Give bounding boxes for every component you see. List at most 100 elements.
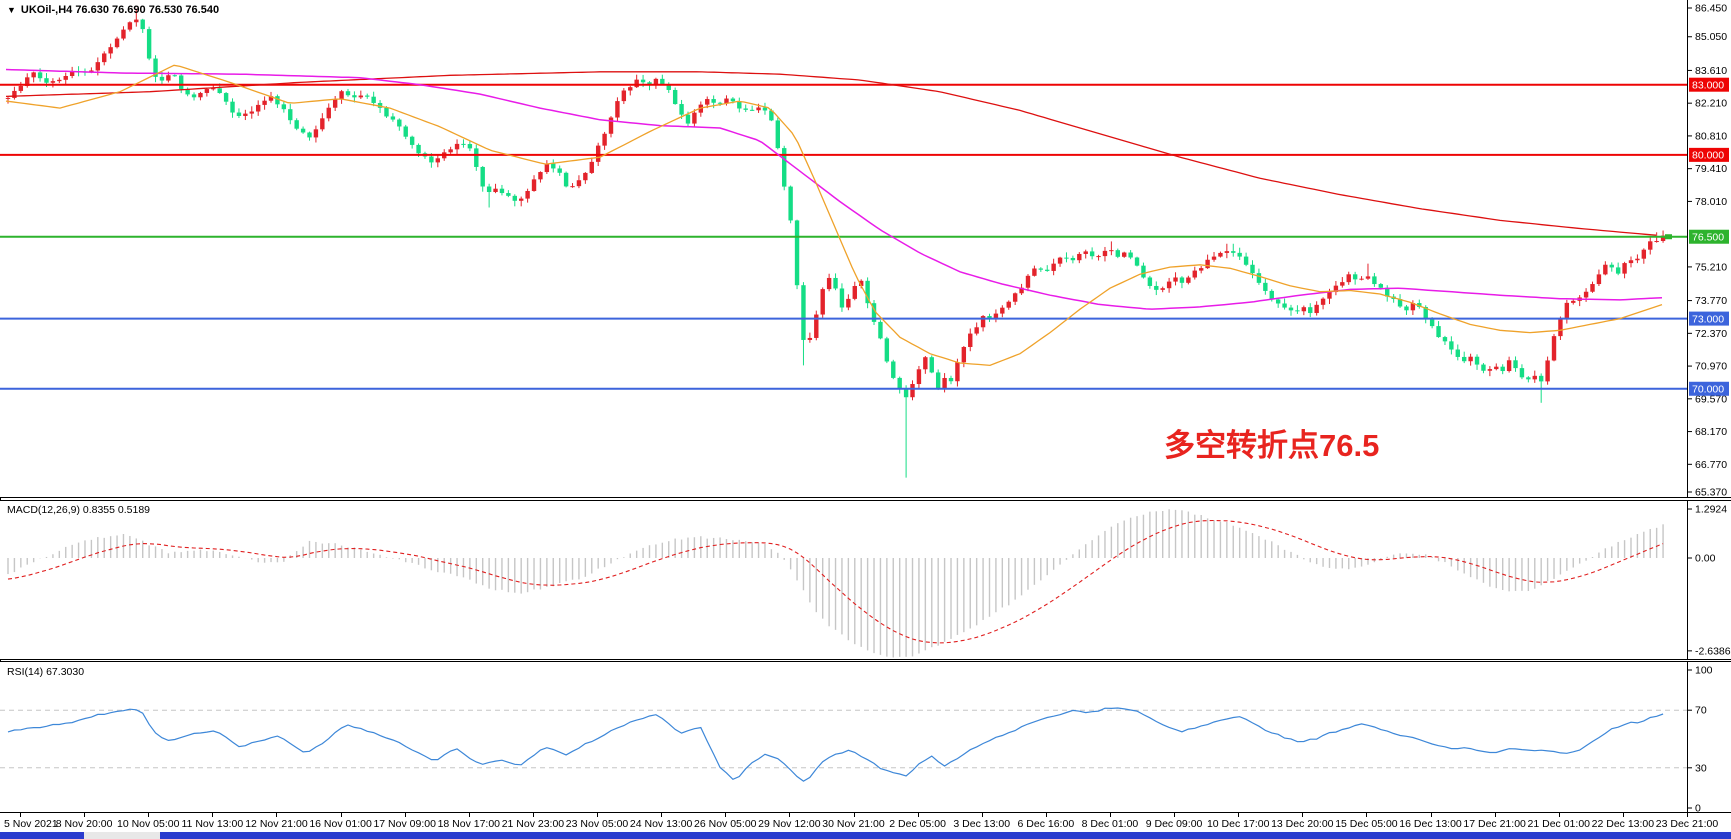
rsi-chart[interactable]: 100 70 30 0	[0, 662, 1731, 812]
candle	[1179, 277, 1185, 283]
candle	[223, 93, 229, 102]
candle	[884, 338, 890, 362]
candle	[858, 280, 864, 287]
candle	[25, 77, 30, 87]
candle	[993, 313, 999, 319]
candle	[467, 144, 473, 149]
candle	[1404, 306, 1409, 311]
candle	[1526, 377, 1531, 380]
candle	[910, 384, 915, 398]
time-axis-tick	[404, 813, 406, 817]
price-chart-panel[interactable]: 86.450 85.050 83.610 82.210 80.810 79.410 78.0…	[0, 0, 1731, 498]
candle	[1224, 251, 1230, 253]
candle	[358, 95, 364, 98]
candle	[852, 286, 857, 299]
candle	[711, 99, 716, 103]
candle	[1506, 360, 1512, 372]
candle	[1205, 259, 1210, 269]
candle	[968, 333, 973, 347]
candle	[1147, 277, 1153, 286]
candle	[1500, 366, 1505, 372]
candle	[300, 128, 306, 133]
macd-label: MACD(12,26,9) 0.8355 0.5189	[7, 504, 151, 516]
candle	[1198, 268, 1204, 271]
price-axis-label: 85.050	[1695, 31, 1727, 43]
candle	[1083, 251, 1088, 254]
macd-indicator-panel[interactable]: MACD(12,26,9) 0.8355 0.5189 1.2924 0.00 -2…	[0, 500, 1731, 660]
candle	[942, 377, 947, 389]
candle	[480, 166, 485, 187]
candle	[1089, 251, 1095, 257]
candle	[724, 98, 729, 104]
time-axis-tick	[853, 813, 855, 817]
candle	[1365, 276, 1371, 279]
time-axis-label: 30 Nov 21:00	[822, 818, 885, 830]
candle	[371, 96, 376, 103]
candle	[1609, 264, 1614, 268]
price-axis-label: 86.450	[1695, 3, 1727, 15]
candle	[1571, 300, 1576, 303]
candle	[172, 75, 177, 77]
bottom-scrollbar[interactable]	[0, 832, 1731, 839]
candle	[1590, 284, 1595, 292]
candle	[1628, 260, 1634, 264]
candle	[1449, 341, 1454, 350]
mid-ma-magenta	[5, 68, 1663, 310]
candle	[544, 163, 550, 173]
candle	[1269, 290, 1274, 300]
candle	[1635, 258, 1640, 261]
rsi-indicator-panel[interactable]: RSI(14) 67.3030 100 70 30 0	[0, 661, 1731, 813]
chart-title: ▼ UKOil-,H4 76.630 76.690 76.530 76.540	[7, 4, 219, 16]
candle	[974, 327, 979, 334]
time-axis-tick	[597, 813, 599, 817]
candle	[1256, 273, 1262, 283]
price-level-badge	[1689, 229, 1729, 244]
candle	[1051, 263, 1056, 271]
macd-chart[interactable]: 1.2924 0.00 -2.6386	[0, 501, 1731, 659]
candle	[332, 99, 338, 108]
time-axis-label: 23 Nov 05:00	[565, 818, 629, 830]
time-axis-label: 18 Nov 17:00	[437, 818, 501, 830]
candle	[448, 149, 453, 153]
symbol-dropdown-icon[interactable]: ▼	[7, 5, 16, 15]
candle	[1301, 307, 1307, 312]
candle	[980, 316, 986, 328]
candle	[365, 95, 370, 97]
candle	[814, 314, 819, 338]
candle	[878, 321, 883, 339]
candle	[1019, 287, 1024, 294]
candle	[185, 88, 190, 95]
candle	[891, 361, 896, 378]
candle	[1333, 285, 1339, 293]
candle	[987, 316, 992, 319]
candle	[134, 19, 139, 23]
candle	[31, 72, 36, 78]
candle	[454, 143, 460, 150]
candle	[640, 79, 646, 83]
candle	[1308, 307, 1313, 314]
candle	[1487, 369, 1493, 371]
candle	[1154, 285, 1159, 290]
candle	[390, 116, 396, 120]
candle	[756, 107, 761, 111]
time-axis-label: 5 Nov 2021	[4, 818, 58, 830]
candle	[1128, 252, 1133, 258]
time-axis-label: 8 Dec 01:00	[1081, 818, 1139, 830]
candle	[1436, 326, 1441, 338]
candle	[50, 81, 56, 83]
candle	[262, 100, 267, 105]
time-axis[interactable]: 5 Nov 2021 8 Nov 20:00 10 Nov 05:00 11 Nov …	[0, 813, 1731, 832]
candle	[794, 220, 800, 286]
candle	[108, 47, 113, 54]
candle	[660, 78, 665, 85]
candle	[871, 303, 877, 322]
time-axis-label: 21 Nov 23:00	[501, 818, 565, 830]
candle	[1442, 337, 1448, 342]
time-axis-tick	[725, 813, 727, 817]
candle	[1115, 250, 1120, 257]
candle	[1109, 250, 1114, 252]
time-axis-label: 15 Dec 05:00	[1335, 818, 1398, 830]
price-axis-label: 73.770	[1695, 295, 1727, 307]
candlestick-chart[interactable]: 86.450 85.050 83.610 82.210 80.810 79.410 78.0…	[0, 0, 1731, 497]
